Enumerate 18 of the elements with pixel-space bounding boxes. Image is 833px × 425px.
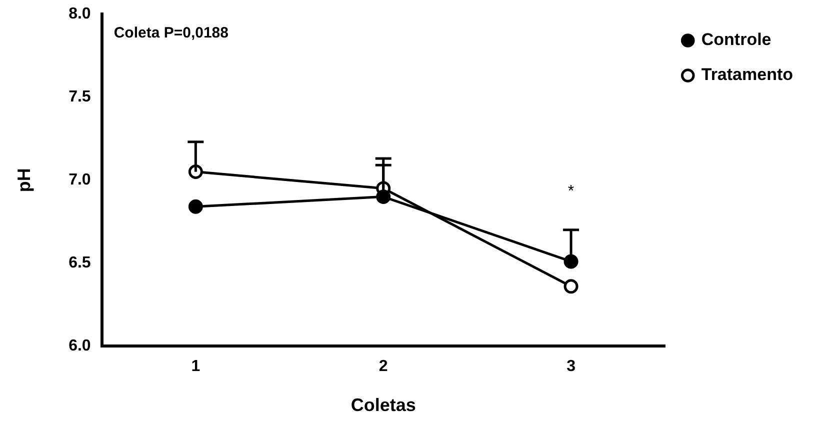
- y-tick-label: 7.0: [68, 172, 91, 189]
- legend-label: Controle: [701, 30, 772, 50]
- x-tick-label: 2: [378, 358, 388, 376]
- point: [376, 189, 391, 204]
- y-tick-label: 6.0: [68, 338, 91, 355]
- y-tick-label: 7.5: [68, 88, 91, 106]
- y-axis-title: pH: [14, 168, 34, 192]
- x-tick-label: 3: [566, 358, 576, 376]
- point: [188, 199, 203, 214]
- annotation: Coleta P=0,0188: [114, 24, 228, 42]
- x-axis-title: Coletas: [350, 395, 416, 416]
- annotation: *: [568, 183, 574, 200]
- point: [564, 279, 578, 294]
- x-tick-label: 1: [191, 358, 200, 376]
- point: [564, 254, 578, 269]
- legend-label: Tratamento: [701, 65, 794, 84]
- y-tick-label: 8.0: [68, 5, 91, 22]
- y-tick-label: 6.5: [68, 254, 91, 272]
